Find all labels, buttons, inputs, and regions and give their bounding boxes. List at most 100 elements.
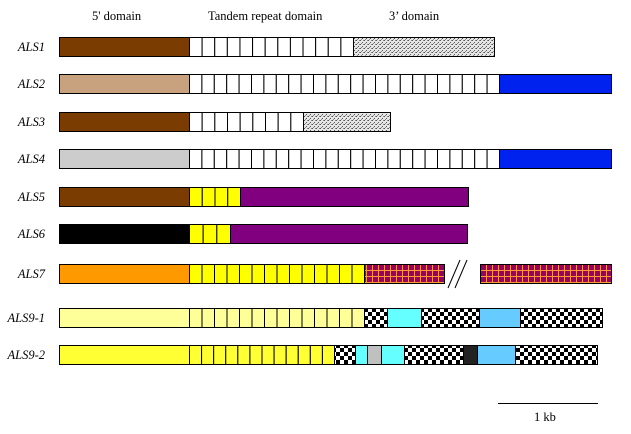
repeat-unit [189, 112, 203, 132]
block [367, 345, 382, 365]
repeat-unit [249, 345, 263, 365]
repeat-unit [337, 149, 352, 169]
checkered-block [364, 308, 388, 328]
repeat-unit [238, 149, 253, 169]
repeat-unit [238, 74, 253, 94]
block [387, 308, 422, 328]
repeat-unit [362, 74, 377, 94]
gene-label: ALS1 [17, 40, 45, 54]
repeat-unit [486, 74, 501, 94]
gene-row: ALS7 [17, 259, 612, 289]
repeat-unit [201, 112, 216, 132]
repeat-unit [226, 74, 240, 94]
repeat-unit [265, 112, 279, 132]
gene-label: ALS4 [17, 152, 45, 166]
gene-row: ALS3 [17, 112, 391, 132]
block [463, 345, 478, 365]
repeat-unit [399, 74, 414, 94]
gridded-block [364, 264, 445, 284]
gene-row: ALS6 [17, 224, 468, 244]
gene-row: ALS1 [17, 37, 495, 57]
block [59, 149, 190, 169]
block [499, 149, 612, 169]
repeat-unit [437, 74, 451, 94]
repeat-unit [289, 264, 303, 284]
gene-row: ALS4 [17, 149, 612, 169]
repeat-unit [277, 37, 291, 57]
repeat-unit [313, 149, 327, 169]
repeat-unit [327, 37, 342, 57]
scale-bar: 1 kb [498, 403, 598, 424]
repeat-unit [277, 112, 292, 132]
repeat-unit [326, 264, 340, 284]
repeat-unit [350, 149, 364, 169]
repeat-unit [362, 149, 377, 169]
repeat-unit [189, 187, 203, 207]
repeat-unit [351, 308, 365, 328]
repeat-unit [337, 74, 352, 94]
repeat-unit [449, 149, 463, 169]
repeat-unit [474, 74, 488, 94]
domain-header-tandem-repeat: Tandem repeat domain [208, 9, 323, 23]
checkered-block [520, 308, 603, 328]
repeat-unit [424, 149, 439, 169]
repeat-unit [213, 149, 228, 169]
repeat-unit [227, 187, 241, 207]
repeat-unit [216, 224, 231, 244]
repeat-unit [461, 149, 476, 169]
repeat-unit [285, 345, 299, 365]
repeat-unit [189, 224, 204, 244]
repeat-unit [302, 37, 317, 57]
repeat-unit [201, 345, 215, 365]
repeat-unit [297, 345, 311, 365]
scale-bar-label: 1 kb [534, 410, 556, 424]
gene-label: ALS9-1 [7, 311, 46, 325]
gene-label: ALS7 [17, 267, 46, 281]
repeat-unit [300, 74, 315, 94]
block [240, 187, 469, 207]
repeat-unit [201, 308, 215, 328]
block [59, 112, 190, 132]
gene-label: ALS9-2 [7, 348, 46, 362]
repeat-unit [214, 37, 228, 57]
repeat-unit [288, 74, 302, 94]
repeat-unit [201, 74, 215, 94]
stippled-block [303, 112, 391, 132]
repeat-unit [213, 345, 227, 365]
repeat-unit [189, 74, 203, 94]
repeat-unit [350, 74, 364, 94]
checkered-block [334, 345, 356, 365]
repeat-unit [474, 149, 488, 169]
repeat-unit [301, 264, 315, 284]
repeat-unit [239, 37, 254, 57]
repeat-unit [237, 345, 251, 365]
repeat-unit [226, 308, 240, 328]
repeat-unit [264, 308, 278, 328]
repeat-unit [399, 149, 414, 169]
block [59, 308, 190, 328]
repeat-unit [276, 264, 290, 284]
repeat-unit [189, 308, 203, 328]
repeat-unit [202, 224, 218, 244]
repeat-unit [315, 37, 329, 57]
gene-row: ALS9-1 [7, 308, 603, 328]
repeat-unit [226, 149, 240, 169]
repeat-unit [412, 149, 426, 169]
block [59, 345, 190, 365]
repeat-unit [437, 149, 451, 169]
repeat-unit [314, 308, 328, 328]
repeat-unit [288, 149, 302, 169]
repeat-unit [189, 37, 203, 57]
repeat-unit [251, 264, 265, 284]
repeat-unit [276, 308, 290, 328]
repeat-unit [300, 149, 315, 169]
repeat-unit [251, 308, 265, 328]
repeat-unit [214, 264, 228, 284]
repeat-unit [449, 74, 463, 94]
block [355, 345, 368, 365]
repeat-unit [321, 345, 335, 365]
repeat-unit [387, 74, 401, 94]
repeat-unit [261, 345, 275, 365]
repeat-unit [239, 264, 253, 284]
